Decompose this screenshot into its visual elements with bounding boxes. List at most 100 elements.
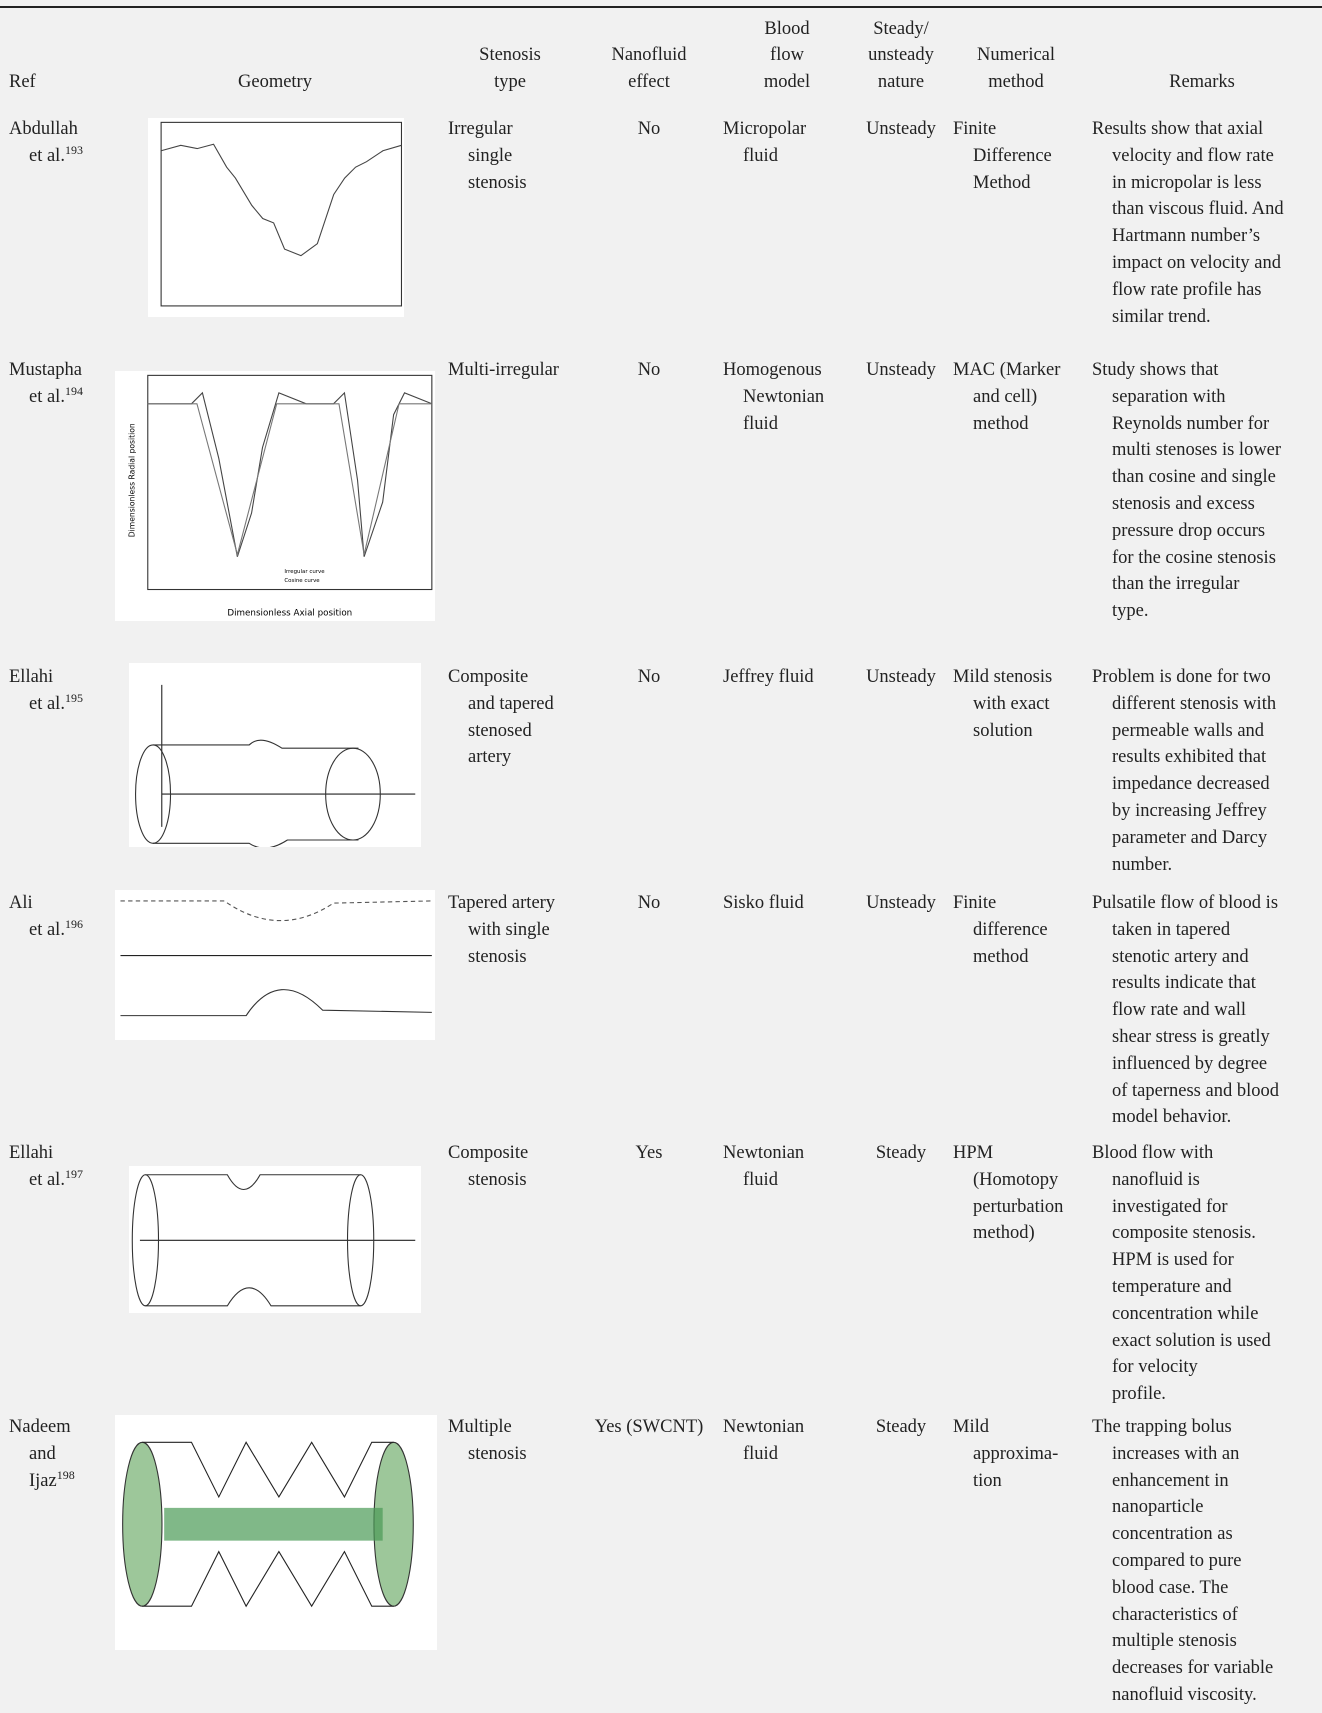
- text-line: blood case. The: [1112, 1577, 1229, 1598]
- method-cell: Finite Difference Method: [953, 116, 1052, 196]
- text-line: No: [637, 667, 661, 687]
- text-line: tion: [973, 1470, 1002, 1491]
- ref-cell: Mustapha et al.194: [9, 357, 83, 411]
- text-line: nanoparticle: [1112, 1497, 1204, 1518]
- nature-cell: Unsteady: [821, 890, 981, 917]
- text-line: with single: [468, 919, 550, 940]
- text-line: solution: [973, 720, 1033, 741]
- method-cell: Finite difference method: [953, 890, 1048, 970]
- header-cell: Blood flow model: [687, 16, 887, 96]
- text-line: nanofluid viscosity.: [1112, 1684, 1257, 1705]
- text-line: et al.197: [29, 1166, 83, 1190]
- text-line: shear stress is greatly: [1112, 1026, 1270, 1047]
- text-line: Ellahi: [9, 667, 54, 687]
- citation: 196: [64, 916, 83, 931]
- text-line: Mild: [953, 1417, 989, 1437]
- header-cell: Remarks: [1102, 69, 1302, 96]
- citation: 193: [64, 142, 83, 157]
- text-line: concentration as: [1112, 1524, 1233, 1545]
- text-line: Composite: [448, 667, 529, 687]
- text-line: velocity and flow rate: [1112, 145, 1274, 166]
- text-line: perturbation: [973, 1196, 1064, 1217]
- text-line: and tapered: [468, 693, 554, 714]
- text-line: Method: [973, 172, 1031, 193]
- text-line: et al.196: [29, 916, 83, 940]
- text-line: with exact: [973, 693, 1050, 714]
- text-line: Nadeem: [9, 1417, 71, 1437]
- text-line: et al.194: [29, 383, 83, 407]
- figure-label: Cosine curve: [284, 578, 320, 584]
- nanofluid-cell: No: [569, 890, 729, 917]
- text-line: and cell): [973, 386, 1038, 407]
- text-line: Tapered artery: [448, 893, 556, 913]
- text-line: of taperness and blood: [1112, 1080, 1279, 1101]
- text-line: Jeffrey fluid: [723, 667, 814, 687]
- text-line: Mustapha: [9, 360, 82, 380]
- figure-label: Dimensionless Axial position: [227, 609, 352, 619]
- text-line: compared to pure: [1112, 1550, 1242, 1571]
- text-line: No: [637, 119, 661, 139]
- text-line: temperature and: [1112, 1276, 1232, 1297]
- stenosis-cell: Multiple stenosis: [448, 1414, 527, 1468]
- text-line: et al.195: [29, 690, 83, 714]
- text-line: single: [468, 145, 513, 166]
- text-line: model behavior.: [1112, 1107, 1232, 1128]
- nature-cell: Steady: [821, 1414, 981, 1441]
- ref-cell: Nadeem and Ijaz198: [9, 1414, 75, 1494]
- method-cell: HPM (Homotopy perturbation method): [953, 1140, 1063, 1247]
- text-line: Study shows that: [1092, 360, 1219, 380]
- text-line: approxima-: [973, 1443, 1059, 1464]
- text-line: profile.: [1112, 1384, 1166, 1405]
- citation: 194: [64, 383, 83, 398]
- top-rule: [0, 6, 1322, 8]
- remarks-cell: Pulsatile flow of blood is taken in taper…: [1092, 890, 1279, 1131]
- model-cell: Micropolar fluid: [723, 116, 806, 170]
- text-line: number.: [1112, 854, 1173, 875]
- model-cell: Newtonian fluid: [723, 1140, 804, 1194]
- model-cell: Newtonian fluid: [723, 1414, 804, 1468]
- nature-cell: Steady: [821, 1140, 981, 1167]
- text-line: Unsteady: [866, 667, 936, 687]
- stenosis-cell: Composite stenosis: [448, 1140, 528, 1194]
- nature-cell: Unsteady: [821, 116, 981, 143]
- text-line: increases with an: [1112, 1443, 1240, 1464]
- figure-label: Irregular curve: [284, 570, 325, 576]
- text-line: permeable walls and: [1112, 720, 1265, 741]
- text-line: flow rate profile has: [1112, 279, 1262, 300]
- text-line: HPM: [953, 1143, 994, 1163]
- text-line: in micropolar is less: [1112, 172, 1262, 193]
- model-cell: Jeffrey fluid: [723, 664, 814, 691]
- remarks-cell: Problem is done for two different stenosi…: [1092, 664, 1276, 878]
- text-line: composite stenosis.: [1112, 1223, 1256, 1244]
- text-line: stenosis: [468, 946, 527, 967]
- text-line: for velocity: [1112, 1357, 1198, 1378]
- text-line: Geometry: [238, 72, 312, 93]
- header-cell: Stenosis type: [410, 42, 610, 96]
- text-line: Micropolar: [723, 119, 807, 139]
- text-line: investigated for: [1112, 1196, 1228, 1217]
- nature-cell: Unsteady: [821, 664, 981, 691]
- text-line: fluid: [743, 413, 778, 434]
- text-line: (Homotopy: [973, 1169, 1059, 1190]
- ref-cell: Ellahi et al.197: [9, 1140, 83, 1194]
- text-line: than viscous fluid. And: [1112, 199, 1284, 220]
- stenosis-cell: Irregular single stenosis: [448, 116, 527, 196]
- text-line: Blood: [764, 18, 810, 39]
- nanofluid-cell: No: [569, 664, 729, 691]
- ref-cell: Ali et al.196: [9, 890, 83, 944]
- text-line: No: [637, 893, 661, 913]
- text-line: pressure drop occurs: [1112, 520, 1266, 541]
- model-cell: Sisko fluid: [723, 890, 804, 917]
- text-line: The trapping bolus: [1092, 1417, 1232, 1437]
- text-line: taken in tapered: [1112, 919, 1231, 940]
- text-line: Sisko fluid: [723, 893, 804, 913]
- text-line: Newtonian: [723, 1417, 805, 1437]
- text-line: Numerical: [976, 45, 1056, 66]
- text-line: results exhibited that: [1112, 747, 1267, 768]
- model-cell: Homogenous Newtonian fluid: [723, 357, 824, 437]
- citation: 195: [64, 690, 83, 705]
- text-line: method: [973, 413, 1029, 434]
- text-line: Unsteady: [866, 119, 936, 139]
- nanofluid-cell: No: [569, 116, 729, 143]
